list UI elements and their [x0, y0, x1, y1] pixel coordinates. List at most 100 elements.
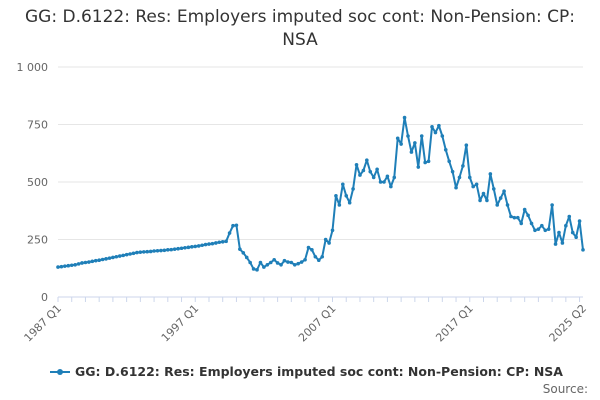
data-point: [310, 248, 314, 252]
data-point: [389, 184, 393, 189]
data-point: [282, 258, 287, 263]
data-point: [577, 219, 582, 223]
data-point: [361, 168, 366, 173]
data-point: [347, 200, 352, 205]
x-tick-label: 2007 Q1: [296, 302, 339, 345]
data-point: [152, 249, 156, 253]
data-point: [83, 260, 88, 265]
data-point: [481, 191, 486, 196]
data-point: [172, 247, 177, 251]
data-point: [409, 150, 414, 154]
data-point: [426, 159, 431, 164]
data-point: [519, 221, 524, 226]
x-tick-label: 1987 Q1: [22, 302, 65, 345]
data-point: [227, 231, 232, 235]
data-point: [155, 248, 160, 253]
data-point: [114, 254, 119, 259]
data-point: [80, 261, 84, 265]
data-point: [66, 263, 71, 268]
data-point: [567, 214, 572, 219]
data-point: [220, 240, 225, 244]
y-tick-label: 500: [27, 176, 48, 189]
data-point: [241, 251, 246, 255]
data-point: [265, 263, 270, 267]
data-point: [162, 248, 167, 253]
data-point: [207, 242, 211, 246]
data-point: [502, 189, 506, 193]
data-point: [550, 203, 554, 207]
data-point: [128, 252, 132, 256]
data-point: [190, 245, 194, 249]
data-point: [138, 250, 143, 254]
data-point: [457, 175, 462, 180]
data-point: [268, 260, 273, 265]
data-point: [210, 241, 215, 246]
data-point: [443, 148, 448, 152]
data-point: [368, 169, 373, 174]
data-point: [100, 257, 105, 262]
data-point: [323, 237, 328, 242]
x-tick-label: 2025 Q2: [547, 302, 590, 345]
data-point: [224, 239, 228, 244]
data-point: [467, 175, 472, 180]
data-point: [495, 203, 500, 207]
data-point: [292, 263, 297, 267]
data-point: [159, 248, 163, 253]
data-point: [461, 164, 465, 168]
data-point: [406, 134, 410, 138]
data-point: [214, 241, 218, 245]
data-point: [341, 182, 345, 187]
data-point: [76, 262, 81, 266]
data-point: [275, 261, 280, 265]
data-point: [186, 245, 191, 250]
data-point: [306, 245, 311, 250]
data-point: [395, 136, 400, 141]
legend-label: GG: D.6122: Res: Employers imputed soc c…: [75, 364, 563, 379]
data-point: [289, 260, 294, 265]
data-point: [546, 227, 551, 231]
data-point: [258, 260, 263, 265]
data-point: [378, 180, 383, 184]
data-point: [330, 228, 335, 233]
data-point: [540, 223, 544, 228]
data-point: [385, 174, 390, 179]
data-point: [93, 258, 98, 263]
y-tick-label: 250: [27, 234, 48, 247]
y-tick-label: 1 000: [17, 61, 49, 74]
data-point: [485, 198, 489, 203]
data-point: [104, 257, 108, 261]
source-label: Source:: [542, 382, 588, 396]
data-point: [313, 254, 318, 259]
x-tick-label: 1997 Q1: [159, 302, 202, 345]
data-point: [251, 267, 256, 271]
data-point: [145, 249, 150, 254]
data-point: [560, 241, 565, 245]
data-point: [516, 215, 520, 220]
data-point: [392, 175, 397, 180]
data-point: [327, 241, 331, 245]
legend[interactable]: GG: D.6122: Res: Employers imputed soc c…: [50, 364, 570, 379]
data-point: [121, 253, 125, 258]
data-point: [533, 228, 537, 233]
data-point: [320, 254, 325, 259]
data-point: [430, 125, 434, 129]
data-point: [337, 203, 342, 207]
data-point: [399, 142, 403, 146]
data-point: [526, 213, 530, 218]
data-point: [437, 123, 441, 128]
data-point: [423, 160, 427, 165]
data-point: [581, 248, 585, 252]
data-point: [557, 230, 561, 235]
data-point: [522, 207, 527, 212]
data-point: [358, 173, 362, 177]
data-point: [454, 185, 458, 190]
data-point: [87, 260, 91, 264]
data-point: [351, 187, 355, 191]
data-point: [279, 263, 283, 267]
data-point: [59, 264, 64, 269]
data-point: [56, 265, 60, 269]
data-point: [382, 180, 386, 184]
chart-title: GG: D.6122: Res: Employers imputed soc c…: [25, 7, 575, 50]
x-tick-label: 2017 Q1: [433, 302, 476, 345]
data-point: [375, 167, 379, 172]
